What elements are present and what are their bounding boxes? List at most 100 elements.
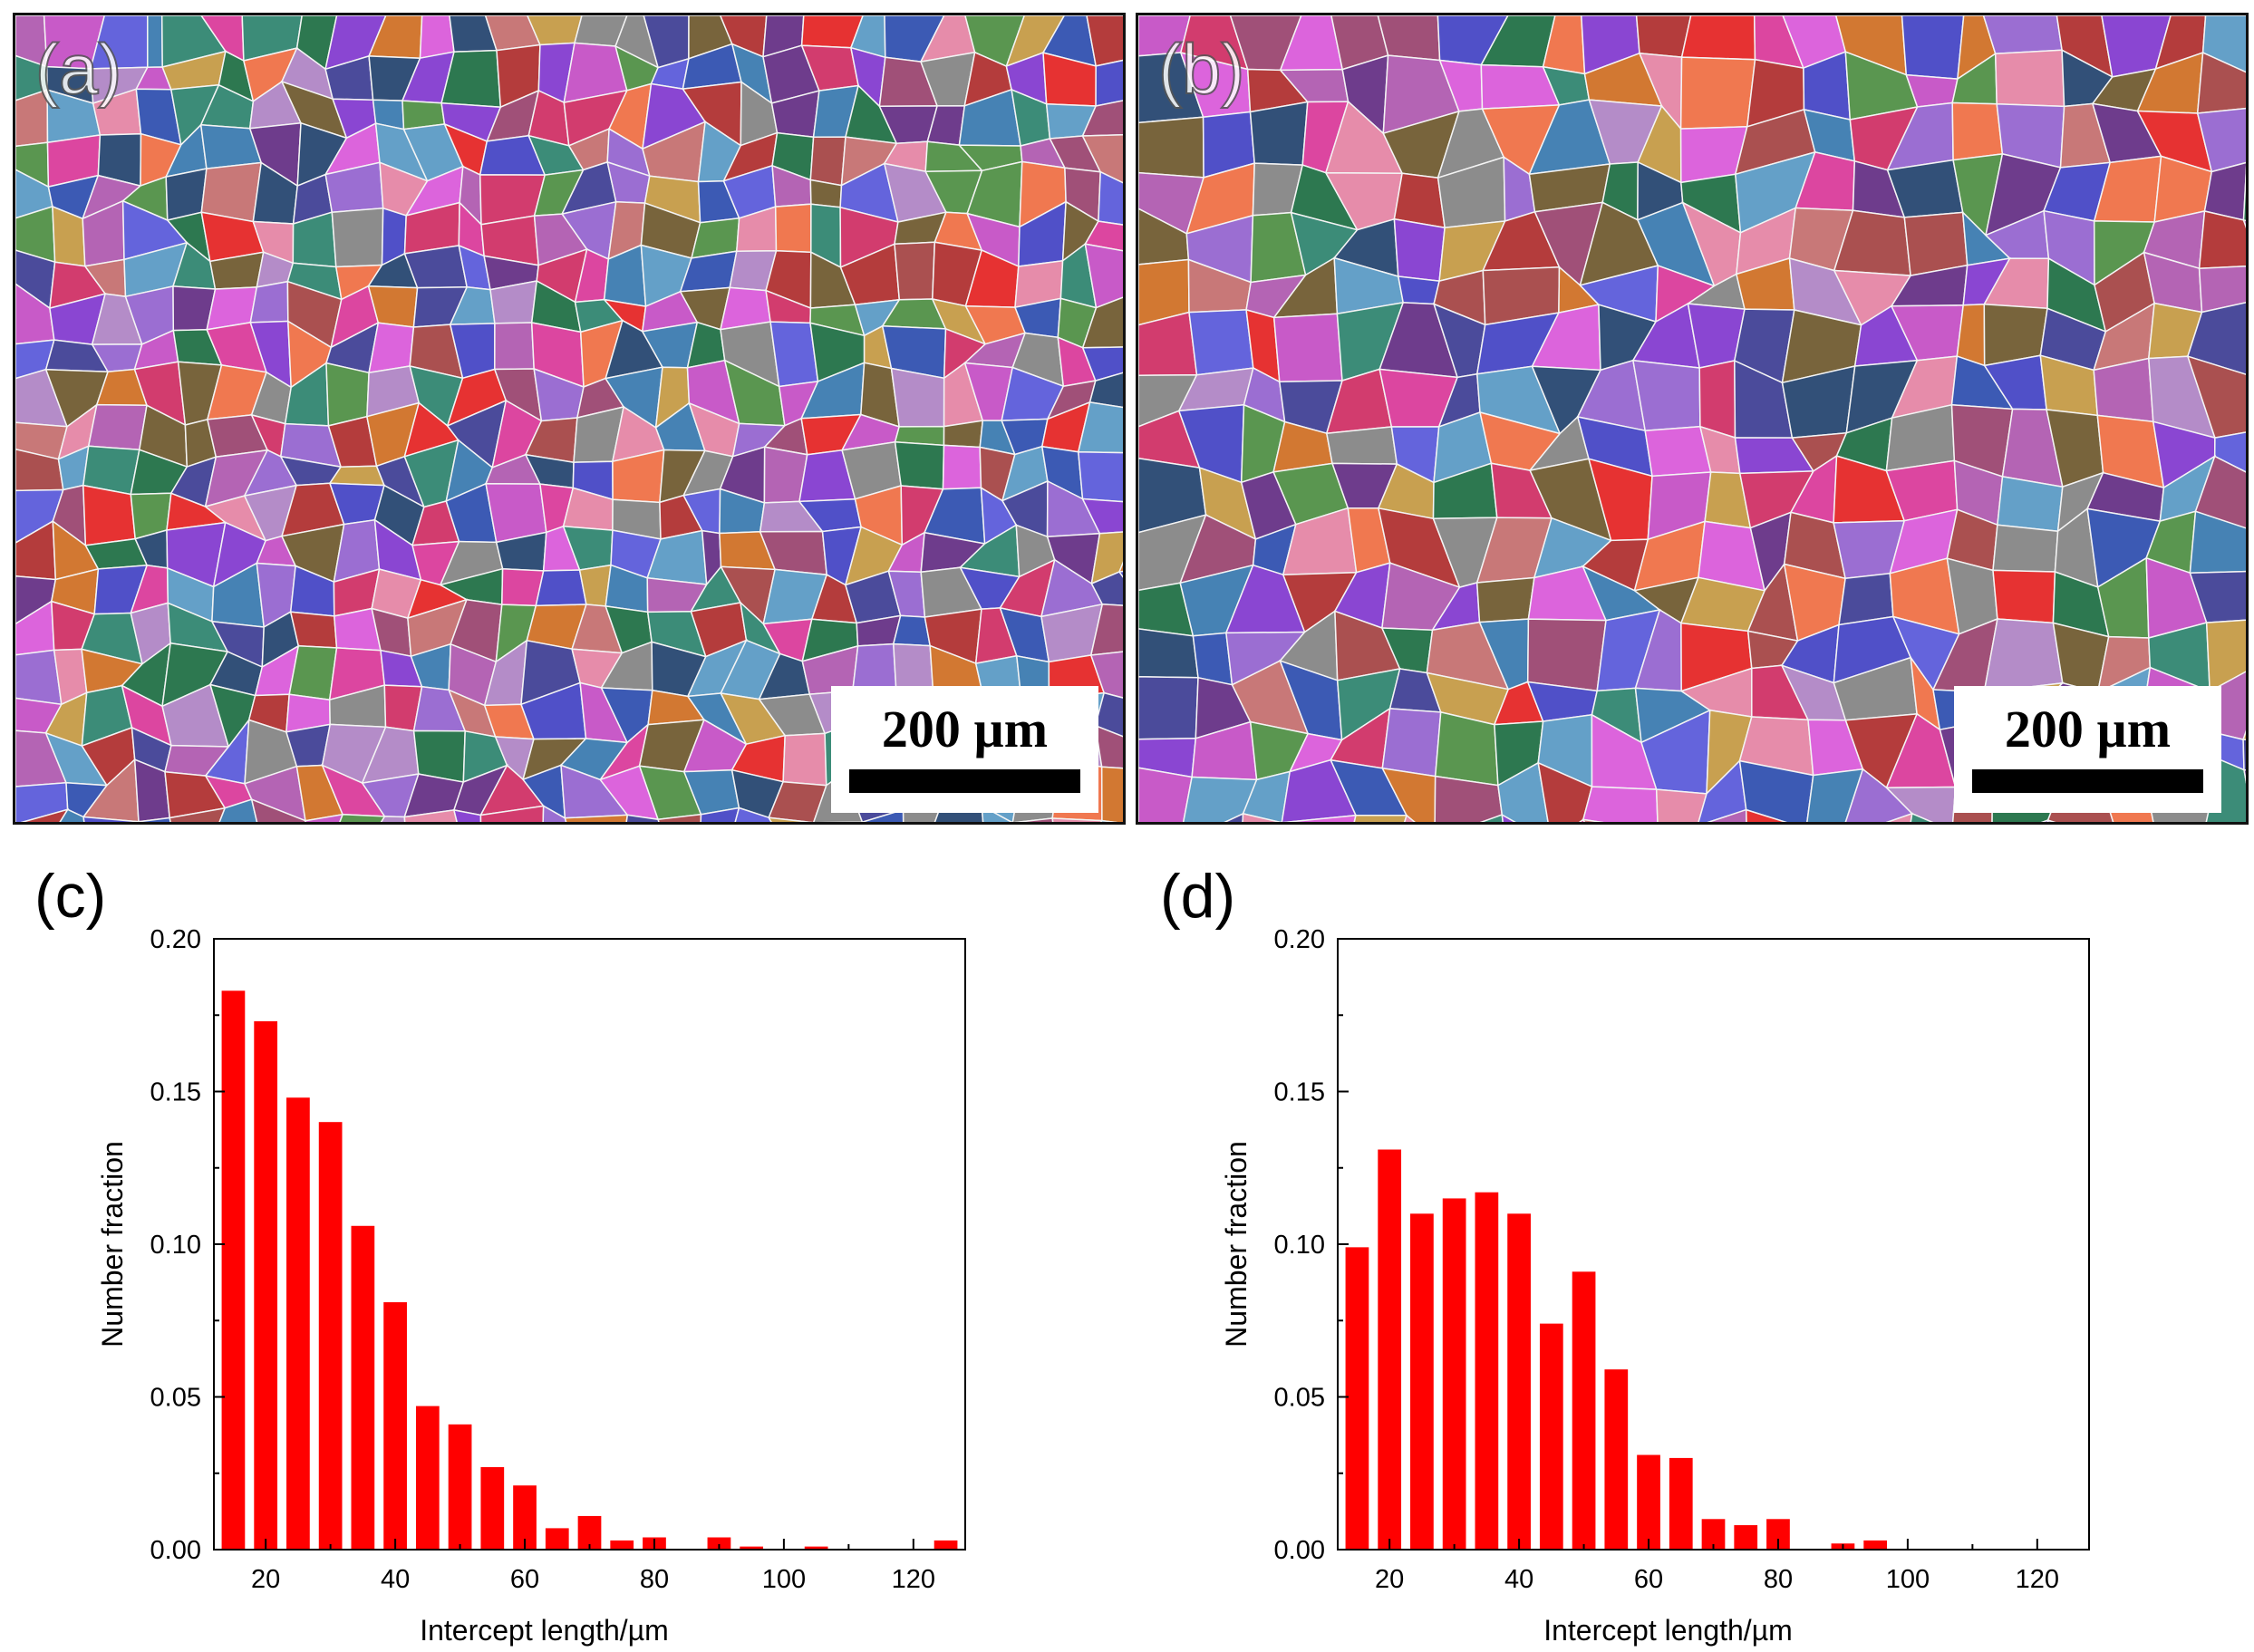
grain bbox=[1098, 170, 1123, 226]
bar bbox=[934, 1540, 958, 1550]
grain bbox=[809, 179, 843, 208]
grain bbox=[1377, 15, 1441, 62]
grain bbox=[1884, 786, 1957, 822]
bar bbox=[1442, 1198, 1466, 1550]
grain bbox=[2213, 431, 2246, 473]
grain bbox=[2186, 355, 2246, 439]
grain bbox=[1745, 808, 1787, 822]
y-axis-label: Number fraction bbox=[1220, 1141, 1253, 1348]
y-tick-label: 0.15 bbox=[150, 1078, 201, 1107]
x-tick-label: 20 bbox=[251, 1565, 280, 1594]
grain bbox=[380, 816, 406, 822]
x-tick-label: 100 bbox=[762, 1565, 806, 1594]
grain bbox=[1475, 576, 1535, 623]
panel-label-b: (b) bbox=[1157, 28, 1245, 110]
bar bbox=[1734, 1525, 1758, 1550]
y-axis-label: Number fraction bbox=[96, 1141, 129, 1348]
grain bbox=[1138, 676, 1199, 740]
bar bbox=[545, 1528, 569, 1550]
grain bbox=[2186, 302, 2246, 375]
x-tick-label: 120 bbox=[2016, 1565, 2059, 1594]
grain bbox=[82, 484, 137, 546]
grain bbox=[768, 780, 827, 822]
grain bbox=[2242, 729, 2246, 740]
panel-label-c: (c) bbox=[34, 862, 107, 931]
grain bbox=[1242, 770, 1291, 822]
grain bbox=[1397, 275, 1441, 305]
grain bbox=[767, 816, 814, 822]
x-tick-label: 40 bbox=[1504, 1565, 1533, 1594]
y-tick-label: 0.00 bbox=[150, 1536, 201, 1565]
grain bbox=[2046, 819, 2056, 822]
grain bbox=[249, 280, 289, 324]
grain bbox=[1910, 812, 1934, 822]
grain bbox=[1282, 814, 1357, 822]
y-tick-label: 0.10 bbox=[1274, 1231, 1325, 1260]
panel-label-d: (d) bbox=[1160, 862, 1236, 931]
grain bbox=[403, 809, 458, 822]
grain bbox=[774, 203, 812, 254]
grain bbox=[1013, 817, 1054, 822]
grain bbox=[2189, 510, 2246, 574]
bar bbox=[1410, 1213, 1434, 1550]
grain bbox=[1077, 401, 1123, 454]
grain bbox=[250, 797, 306, 822]
grain bbox=[564, 814, 629, 822]
grain bbox=[1997, 476, 2064, 533]
grain bbox=[2196, 51, 2246, 114]
grain bbox=[169, 807, 227, 822]
bar bbox=[1507, 1213, 1531, 1550]
grain bbox=[1582, 818, 1604, 822]
grain bbox=[200, 161, 263, 223]
grain bbox=[1992, 569, 2056, 624]
grain bbox=[1644, 425, 1712, 478]
grain bbox=[1903, 211, 1969, 276]
y-tick-label: 0.20 bbox=[150, 925, 201, 954]
x-axis-label: Intercept length/µm bbox=[1543, 1614, 1793, 1647]
grain bbox=[1679, 56, 1756, 130]
grain bbox=[2189, 570, 2246, 623]
grain bbox=[2242, 218, 2246, 229]
grain bbox=[1089, 604, 1123, 656]
grain bbox=[2242, 739, 2246, 771]
grain bbox=[1526, 618, 1607, 692]
grain bbox=[1806, 768, 1864, 822]
grain bbox=[1138, 116, 1204, 179]
grain bbox=[1404, 814, 1416, 822]
x-tick-label: 20 bbox=[1375, 1565, 1404, 1594]
grain bbox=[809, 136, 846, 187]
grain bbox=[1655, 788, 1707, 822]
grain bbox=[2198, 210, 2246, 269]
grain bbox=[2242, 165, 2246, 222]
grain bbox=[700, 807, 740, 822]
grain bbox=[2205, 619, 2246, 693]
bar bbox=[1637, 1454, 1660, 1550]
x-axis-label: Intercept length/µm bbox=[420, 1614, 669, 1647]
scale-bar-text-a: 200 µm bbox=[881, 700, 1049, 758]
grain bbox=[419, 15, 455, 60]
grain bbox=[1982, 15, 2063, 55]
grain bbox=[1680, 15, 1756, 61]
grain bbox=[494, 322, 535, 371]
grain bbox=[325, 362, 370, 427]
grain bbox=[1992, 524, 2059, 573]
bar bbox=[1572, 1271, 1596, 1550]
grain bbox=[1325, 426, 1398, 465]
grain bbox=[1081, 346, 1123, 382]
bar bbox=[1539, 1323, 1563, 1550]
grain bbox=[1885, 812, 1913, 822]
grain bbox=[1088, 372, 1123, 409]
grain bbox=[782, 732, 827, 787]
grain bbox=[288, 645, 338, 701]
grain bbox=[1086, 15, 1123, 67]
y-tick-label: 0.20 bbox=[1274, 925, 1325, 954]
ebsd-map-a: (a) 200 µm bbox=[13, 13, 1126, 825]
bar bbox=[1475, 1192, 1499, 1550]
grain bbox=[1094, 724, 1123, 769]
grain bbox=[535, 569, 587, 607]
x-tick-label: 100 bbox=[1886, 1565, 1930, 1594]
x-tick-label: 120 bbox=[892, 1565, 935, 1594]
grain bbox=[1100, 766, 1123, 822]
bar bbox=[254, 1020, 278, 1550]
bar bbox=[383, 1302, 407, 1550]
